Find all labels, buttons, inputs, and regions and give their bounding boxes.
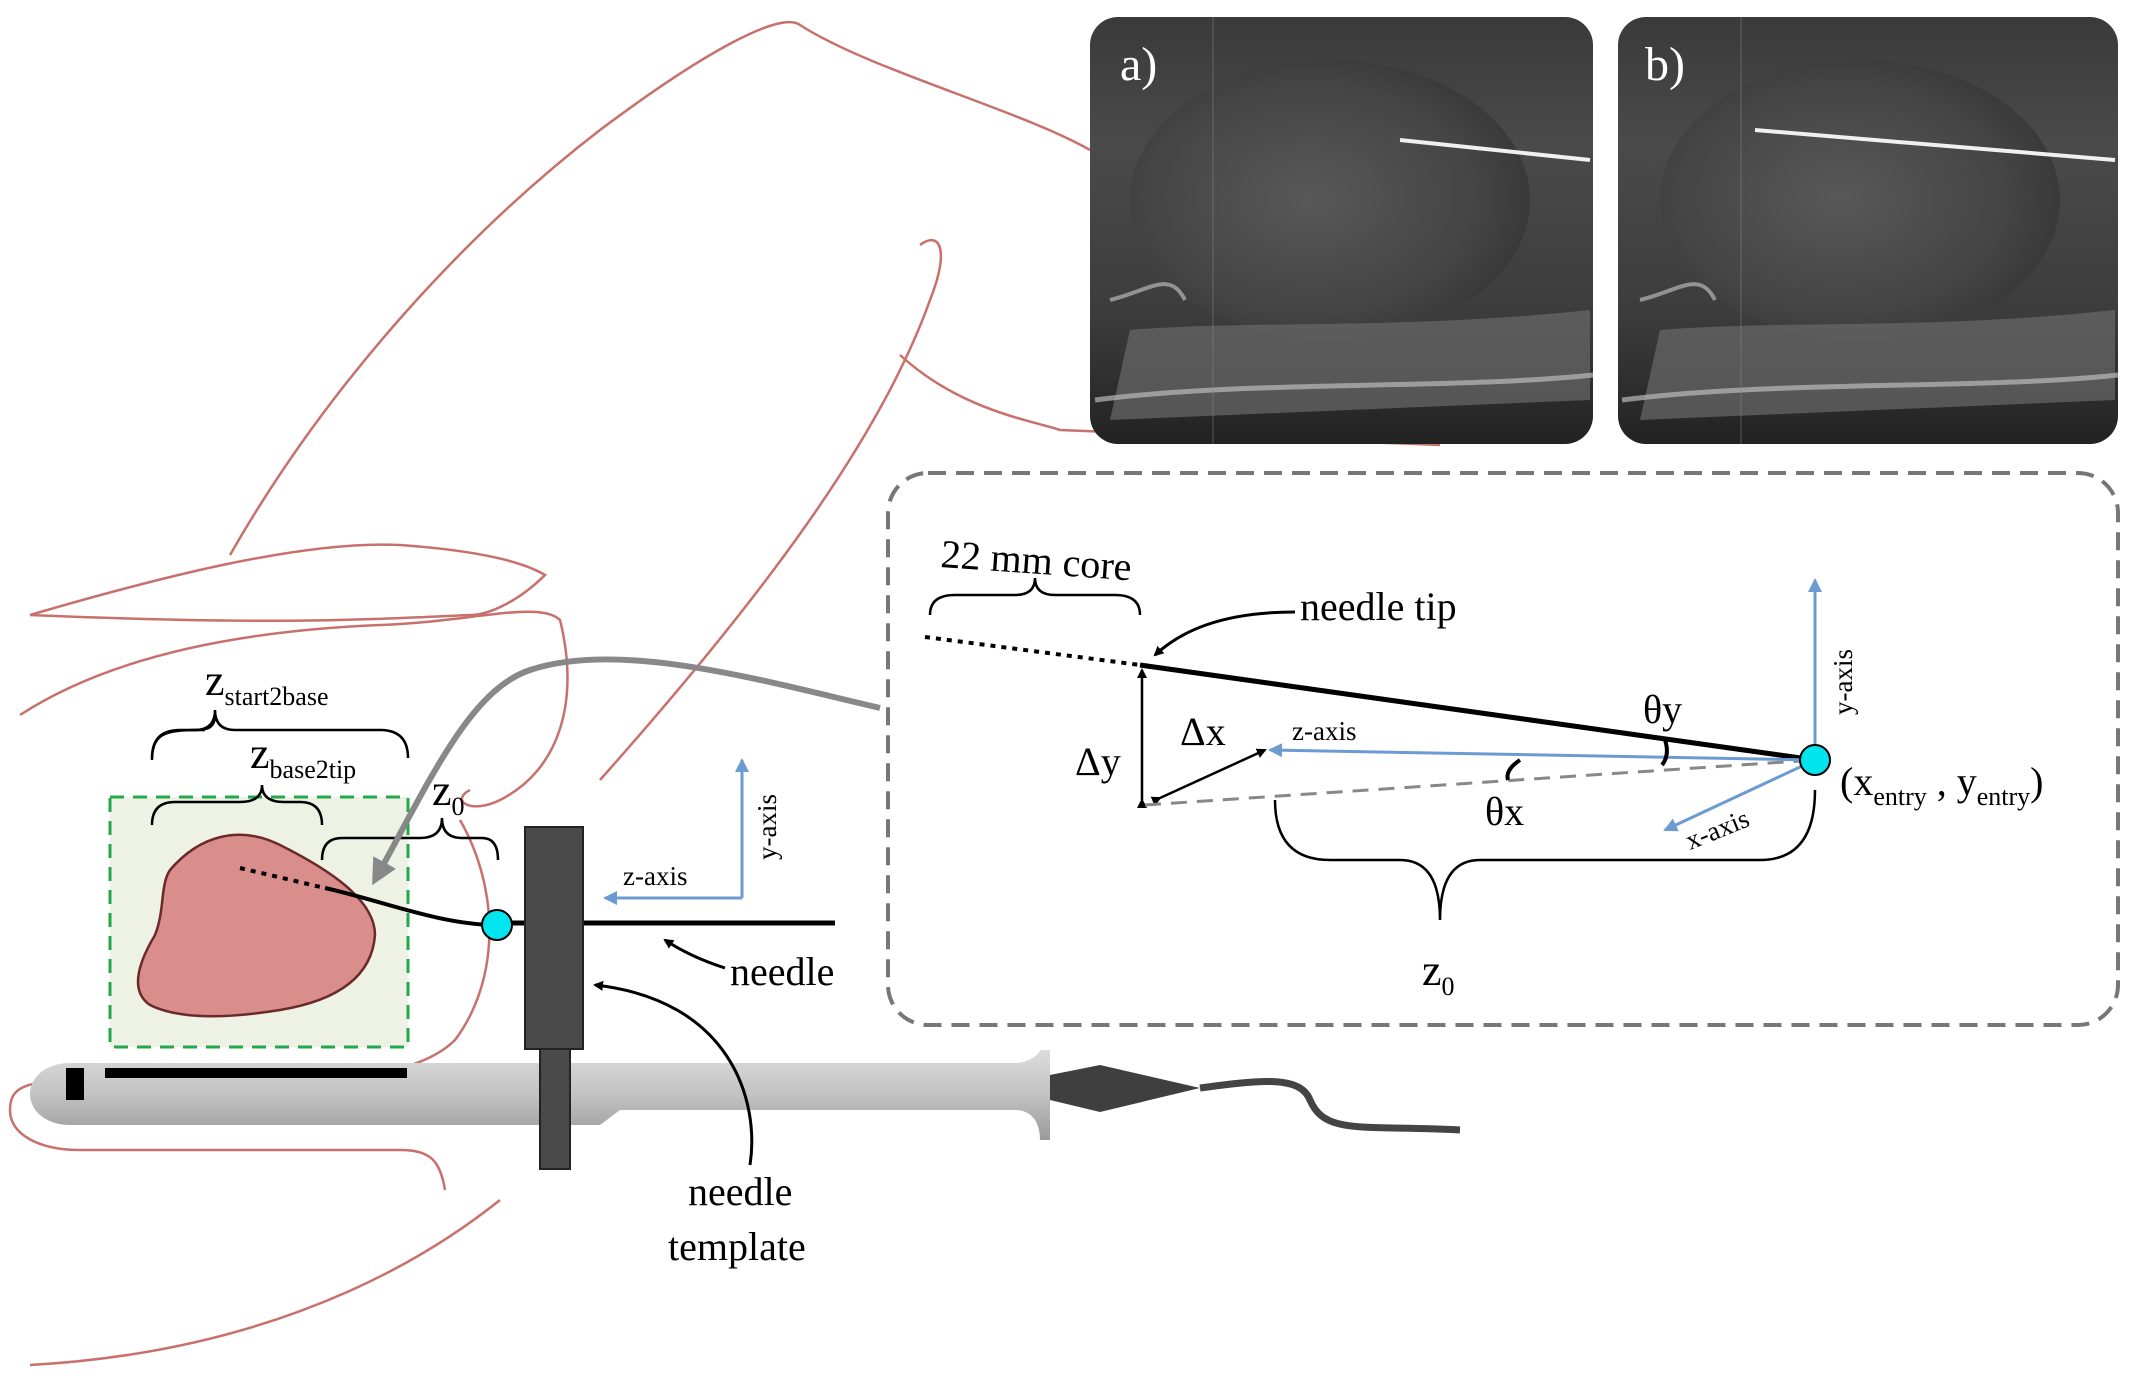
needle-core-dotted <box>924 635 1141 667</box>
ultrasound-image-b: b) <box>1618 17 2119 444</box>
braces-left <box>150 709 500 861</box>
theta-x-arc <box>1505 758 1522 781</box>
label-z0-left: z0 <box>432 766 465 821</box>
label-needle-template-2: template <box>668 1224 806 1269</box>
axes-left <box>603 758 749 905</box>
label-z0-inset: z0 <box>1422 946 1455 1001</box>
label-theta-y: θy <box>1643 687 1682 732</box>
panel-label-a: a) <box>1120 38 1157 91</box>
label-theta-x: θx <box>1485 789 1524 834</box>
entry-point-left <box>481 909 513 941</box>
callout-arrow <box>372 656 881 886</box>
label-y-axis-inset: y-axis <box>1828 649 1858 715</box>
label-z-base2tip: zbase2tip <box>250 729 356 784</box>
core-brace <box>928 577 1142 616</box>
inset-box <box>886 471 2120 1027</box>
needle-tip-pointer <box>1153 610 1296 657</box>
projection-dashed <box>1144 758 1816 807</box>
label-needle: needle <box>730 949 834 994</box>
panel-label-b: b) <box>1645 38 1685 91</box>
axes-inset <box>1268 578 1822 832</box>
label-delta-x: Δx <box>1180 709 1226 754</box>
needle-pointer <box>663 938 726 970</box>
prostate-shape <box>136 833 377 1018</box>
label-delta-y: Δy <box>1075 739 1121 784</box>
label-z-axis-left: z-axis <box>623 861 687 891</box>
label-needle-tip: needle tip <box>1300 584 1457 629</box>
label-entry: (xentry , yentry) <box>1840 759 2044 811</box>
template-pointer <box>593 980 754 1166</box>
theta-y-arc <box>1660 739 1669 767</box>
label-z-start2base: zstart2base <box>205 656 329 711</box>
label-y-axis-left: y-axis <box>752 794 782 860</box>
z0-brace-inset <box>1273 789 1817 921</box>
label-needle-template-1: needle <box>688 1169 792 1214</box>
entry-point-inset <box>1799 744 1831 776</box>
delta-x-arrow <box>1150 748 1267 806</box>
needle-template <box>524 826 584 1170</box>
label-z-axis-inset: z-axis <box>1292 716 1356 746</box>
needle-inset <box>1139 662 1816 763</box>
ultrasound-image-a: a) <box>1090 17 1594 444</box>
